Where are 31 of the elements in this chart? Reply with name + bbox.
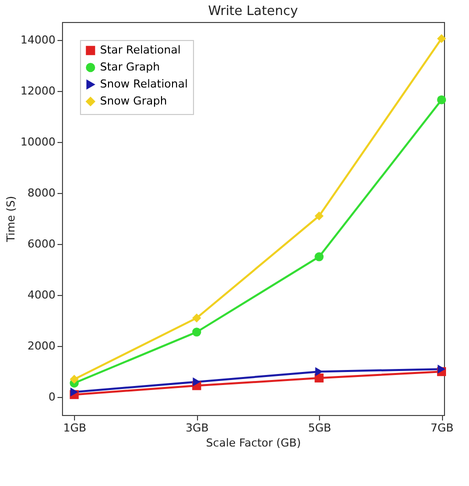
point <box>314 211 324 220</box>
y-axis-title: Time (S) <box>4 196 18 243</box>
point <box>437 34 446 44</box>
y-tick-label: 4000 <box>28 288 56 302</box>
x-tick-label: 1GB <box>63 422 86 434</box>
chart-title: Write Latency <box>208 4 298 19</box>
x-tick-label: 3GB <box>186 422 209 434</box>
point <box>314 252 324 262</box>
point <box>70 374 79 384</box>
point <box>192 328 202 337</box>
legend-label: Snow Graph <box>100 94 167 108</box>
point <box>437 95 446 104</box>
y-tick-label: 10000 <box>20 135 56 148</box>
point <box>192 314 202 322</box>
y-tick-label: 8000 <box>28 186 56 200</box>
point <box>438 364 446 374</box>
y-tick-label: 2000 <box>28 340 56 353</box>
y-tick-label: 0 <box>48 390 56 404</box>
x-tick-label: 5GB <box>308 422 332 434</box>
y-tick-label: 12000 <box>20 84 56 98</box>
point <box>314 374 324 382</box>
legend-label: Star Relational <box>100 44 181 56</box>
point <box>70 388 78 397</box>
y-tick-label: 14000 <box>20 33 56 46</box>
point <box>315 367 323 376</box>
x-tick-label: 7GB <box>430 422 454 434</box>
legend-label: Snow Relational <box>100 78 188 90</box>
point <box>192 377 201 386</box>
x-axis-title: Scale Factor (GB) <box>206 436 301 450</box>
y-tick-label: 6000 <box>28 238 56 251</box>
legend-label: Star Graph <box>100 60 160 74</box>
